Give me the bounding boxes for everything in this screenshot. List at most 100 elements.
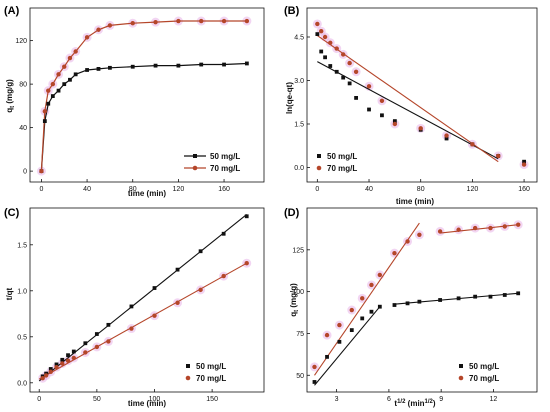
data-point: [106, 339, 111, 344]
data-point: [46, 88, 51, 93]
data-point: [48, 369, 53, 374]
legend-marker: [192, 165, 198, 171]
legend-label: 50 mg/L: [210, 152, 240, 161]
panel-label-d: (D): [284, 207, 300, 219]
data-point: [324, 332, 330, 338]
data-point: [153, 19, 158, 25]
data-point: [94, 332, 99, 336]
panel-a: 0 40 80 120 160 0 40 80 120 50 mg/L 70 mg/L: [15, 7, 265, 193]
legend-marker: [185, 375, 191, 381]
data-point: [244, 214, 249, 219]
plot-frame: [29, 7, 265, 183]
y-tick-label: 100: [292, 289, 304, 296]
x-tick-label: 3: [335, 396, 339, 403]
legend-label: 70 mg/L: [469, 374, 499, 383]
panel-b: 0 40 80 120 160 0.0 1.5 3.0 4.5 50 mg/L 70 mg/L: [294, 7, 538, 193]
y-tick-label: 50: [296, 373, 304, 380]
x-tick-label: 9: [439, 396, 443, 403]
y-tick-label: 80: [19, 82, 27, 89]
x-tick-label: 40: [83, 186, 91, 193]
x-tick-label: 80: [417, 186, 425, 193]
data-point: [199, 62, 204, 67]
data-point: [42, 119, 47, 123]
x-tick-label: 0: [315, 186, 319, 193]
legend-label: 50 mg/L: [196, 362, 226, 371]
y-tick-label: 75: [296, 331, 304, 338]
data-point: [175, 300, 180, 305]
data-point: [405, 301, 410, 306]
data-point: [322, 34, 328, 40]
data-point: [417, 232, 422, 237]
legend-marker: [317, 154, 321, 158]
data-point: [130, 64, 135, 69]
data-point: [108, 65, 112, 70]
y-tick-label: 3.0: [294, 78, 304, 85]
y-axis-label-c: t/qt: [5, 287, 14, 300]
data-point: [129, 326, 134, 331]
y-tick-label: 4.5: [294, 35, 304, 42]
data-point: [60, 361, 65, 366]
y-tick-label: 120: [15, 38, 27, 45]
y-axis-label-a: qt (mg/g): [5, 79, 16, 113]
data-point: [438, 298, 443, 302]
fit-line-stage-2: [394, 292, 519, 305]
data-point: [60, 357, 65, 362]
x-tick-label: 150: [206, 396, 218, 403]
data-point: [347, 60, 352, 66]
data-point: [337, 339, 342, 344]
data-point: [83, 341, 88, 346]
data-point: [46, 101, 51, 106]
y-tick-label: 0.5: [17, 334, 27, 341]
data-point: [521, 162, 527, 167]
data-point: [96, 27, 101, 32]
x-tick-label: 100: [149, 396, 161, 403]
x-axis-label-a: time (min): [128, 189, 167, 198]
x-tick-label: 40: [365, 186, 373, 193]
series-line: [40, 20, 247, 172]
panel-label-b: (B): [284, 5, 300, 17]
y-tick-label: 1.5: [17, 242, 27, 249]
data-point: [48, 367, 53, 371]
panel-d: 3 6 9 12 50 75 100 125 50 mg/L 70 mg/L: [292, 207, 538, 403]
legend-label: 70 mg/L: [210, 164, 240, 173]
data-point: [66, 353, 70, 358]
legend-marker: [458, 375, 464, 381]
data-point: [83, 350, 88, 355]
data-point: [337, 322, 342, 328]
panel-label-a: (A): [4, 5, 20, 17]
data-point: [369, 282, 374, 288]
data-point: [71, 349, 76, 354]
data-point: [488, 294, 493, 299]
data-point: [198, 249, 203, 254]
x-axis-label-b: time (min): [396, 197, 435, 206]
data-point: [130, 21, 135, 26]
data-point: [50, 81, 56, 87]
legend-marker: [316, 165, 322, 171]
x-axis-label-c: time (min): [128, 399, 167, 408]
panel-c: 0 50 100 150 0.0 0.5 1.0 1.5 50 mg/L 70 mg/L: [17, 207, 265, 403]
y-tick-label: 40: [19, 125, 27, 132]
x-tick-label: 0: [37, 396, 41, 403]
x-tick-label: 12: [490, 396, 498, 403]
data-point: [244, 18, 250, 24]
data-point: [68, 77, 72, 82]
x-tick-label: 160: [218, 186, 230, 193]
data-point: [94, 344, 100, 350]
data-point: [392, 119, 397, 123]
data-point: [221, 273, 226, 279]
data-point: [377, 304, 382, 309]
x-tick-label: 80: [129, 186, 137, 193]
legend-label: 70 mg/L: [196, 374, 226, 383]
data-point: [340, 52, 346, 57]
data-point: [367, 107, 371, 112]
x-tick-label: 50: [93, 396, 101, 403]
data-point: [153, 63, 158, 68]
x-tick-label: 0: [39, 186, 43, 193]
data-point: [65, 358, 71, 363]
data-point: [199, 18, 204, 24]
plot-frame: [29, 207, 265, 393]
panel-label-c: (C): [4, 207, 20, 219]
data-point: [502, 293, 507, 297]
